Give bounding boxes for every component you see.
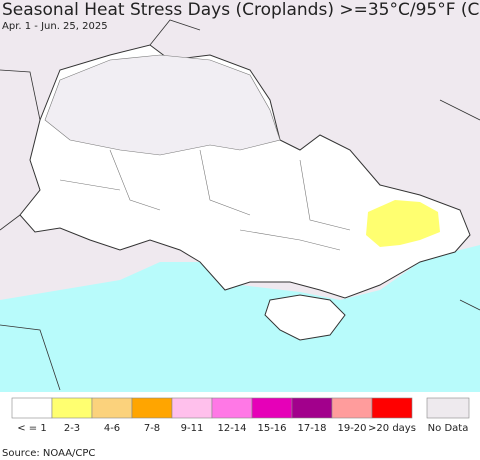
legend-swatch (211, 397, 253, 419)
country-borders (0, 19, 480, 391)
crimea (264, 294, 346, 341)
legend-label: 9-11 (181, 423, 204, 434)
legend-label: 19-20 (337, 423, 366, 434)
legend-label: 4-6 (104, 423, 120, 434)
legend-label: 15-16 (257, 423, 286, 434)
legend-label: No Data (428, 423, 469, 434)
borders (59, 149, 351, 251)
legend-swatch (291, 397, 333, 419)
subtitle: Apr. 1 - Jun. 25, 2025 (2, 21, 108, 32)
legend-swatch (51, 397, 93, 419)
legend-label: 7-8 (144, 423, 160, 434)
northern-region (44, 54, 281, 156)
legend: < = 1 2-3 4-6 7-8 9-11 12-14 15-16 17-18 19-20 >2… (11, 397, 470, 434)
source: Source: NOAA/CPC (2, 448, 95, 459)
legend-swatch (371, 397, 413, 419)
legend-swatch (91, 397, 133, 419)
legend-label: 17-18 (297, 423, 326, 434)
sea (0, 245, 480, 392)
legend-swatch (131, 397, 173, 419)
legend-label: < = 1 (17, 423, 46, 434)
heat-area (366, 200, 440, 247)
legend-label: 12-14 (217, 423, 246, 434)
legend-label: >20 days (368, 423, 416, 434)
legend-swatch (426, 397, 470, 419)
legend-swatch (171, 397, 213, 419)
legend-label: 2-3 (64, 423, 80, 434)
title: Seasonal Heat Stress Days (Croplands) >=… (2, 0, 480, 20)
legend-swatch (331, 397, 373, 419)
map (0, 0, 480, 392)
legend-swatch (11, 397, 53, 419)
legend-swatch (251, 397, 293, 419)
